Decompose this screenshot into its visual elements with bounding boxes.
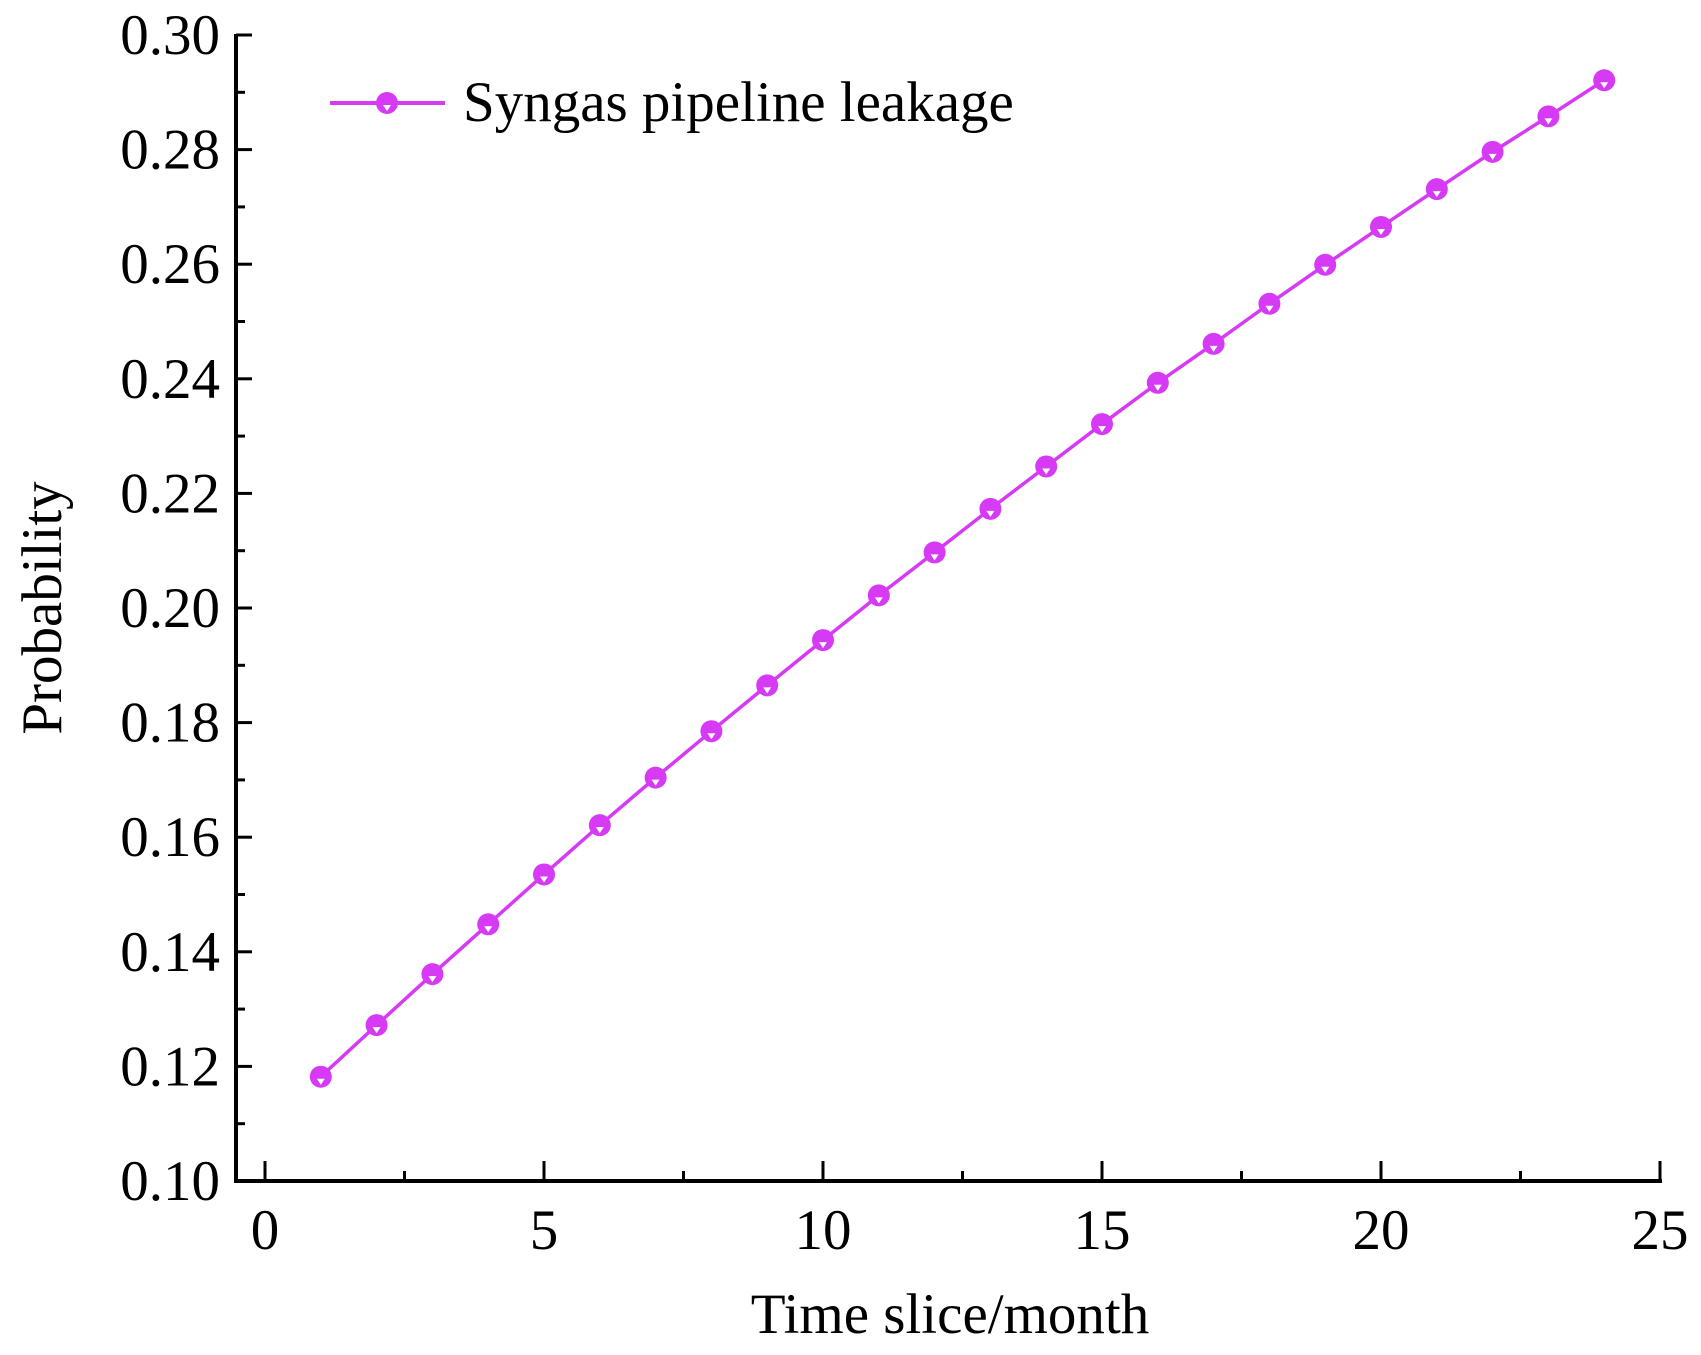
data-point-highlight xyxy=(484,926,493,933)
data-point-highlight xyxy=(540,876,548,883)
x-tick-label: 5 xyxy=(530,1199,559,1262)
x-tick-label: 15 xyxy=(1074,1199,1131,1262)
data-point xyxy=(1425,178,1448,201)
axes xyxy=(234,34,1662,1183)
y-tick-label: 0.22 xyxy=(120,462,220,525)
data-point-highlight xyxy=(1432,191,1441,198)
data-point xyxy=(1481,140,1504,163)
legend-marker-triangle xyxy=(383,105,391,111)
y-axis-label: Probability xyxy=(11,481,74,735)
data-point xyxy=(309,1065,332,1088)
data-point xyxy=(812,629,834,652)
data-point-highlight xyxy=(595,827,604,834)
data-point-highlight xyxy=(707,733,716,740)
data-point xyxy=(756,674,779,697)
x-tick-label: 20 xyxy=(1353,1199,1410,1262)
x-tick-label: 10 xyxy=(795,1199,852,1262)
data-point xyxy=(867,584,890,607)
y-tick-label: 0.24 xyxy=(120,348,220,411)
data-point xyxy=(1314,253,1337,276)
data-point-highlight xyxy=(986,510,995,517)
y-tick-label: 0.18 xyxy=(120,692,220,755)
data-point xyxy=(365,1014,388,1037)
x-tick-label: 25 xyxy=(1632,1199,1689,1262)
data-point xyxy=(1091,413,1113,436)
legend-marker xyxy=(376,92,398,114)
data-point-highlight xyxy=(1042,468,1051,475)
data-point-highlight xyxy=(1488,153,1497,160)
data-point xyxy=(1370,215,1392,238)
data-point xyxy=(1258,292,1281,315)
data-point-highlight xyxy=(651,779,660,786)
data-point-highlight xyxy=(1377,228,1385,235)
data-point-highlight xyxy=(1153,384,1162,391)
y-tick-label: 0.28 xyxy=(120,119,220,182)
data-point xyxy=(421,963,444,986)
data-point-highlight xyxy=(428,976,437,983)
data-point-highlight xyxy=(763,687,772,694)
x-axis-label: Time slice/month xyxy=(751,1283,1150,1346)
data-point-highlight xyxy=(930,554,939,561)
data-point-highlight xyxy=(1321,266,1330,273)
y-tick-label: 0.16 xyxy=(120,806,220,869)
data-point-highlight xyxy=(316,1078,325,1085)
legend-label: Syngas pipeline leakage xyxy=(463,71,1014,134)
data-point-highlight xyxy=(1544,118,1553,125)
ticks: 0.10 0.12 0.14 0.16 0.18 0.20 0.22 0.24 0.26 0.28… xyxy=(120,4,1688,1262)
data-point xyxy=(1202,332,1225,355)
data-point xyxy=(979,497,1002,520)
data-point-highlight xyxy=(1600,82,1609,89)
data-point xyxy=(588,814,611,837)
data-point-highlight xyxy=(1265,305,1274,312)
data-point xyxy=(923,541,946,564)
data-point xyxy=(477,913,500,936)
series xyxy=(309,69,1616,1088)
data-point-highlight xyxy=(874,597,883,604)
y-tick-label: 0.12 xyxy=(120,1035,220,1098)
y-tick-label: 0.20 xyxy=(120,577,220,640)
data-point-highlight xyxy=(372,1027,381,1034)
data-point xyxy=(644,766,667,789)
series-line xyxy=(319,78,1606,1078)
y-tick-label: 0.10 xyxy=(120,1150,220,1213)
y-tick-label: 0.26 xyxy=(120,233,220,296)
data-point xyxy=(700,720,723,743)
data-point-highlight xyxy=(819,642,827,649)
data-point xyxy=(533,863,555,886)
data-point-highlight xyxy=(1098,426,1106,433)
legend: Syngas pipeline leakage xyxy=(330,71,1014,134)
data-point xyxy=(1035,455,1058,478)
data-point xyxy=(1537,105,1560,128)
x-tick-label: 0 xyxy=(251,1199,280,1262)
y-tick-label: 0.30 xyxy=(120,4,220,67)
data-point xyxy=(1146,371,1169,394)
y-tick-label: 0.14 xyxy=(120,921,220,984)
data-point-highlight xyxy=(1209,345,1218,352)
data-point xyxy=(1593,69,1616,92)
